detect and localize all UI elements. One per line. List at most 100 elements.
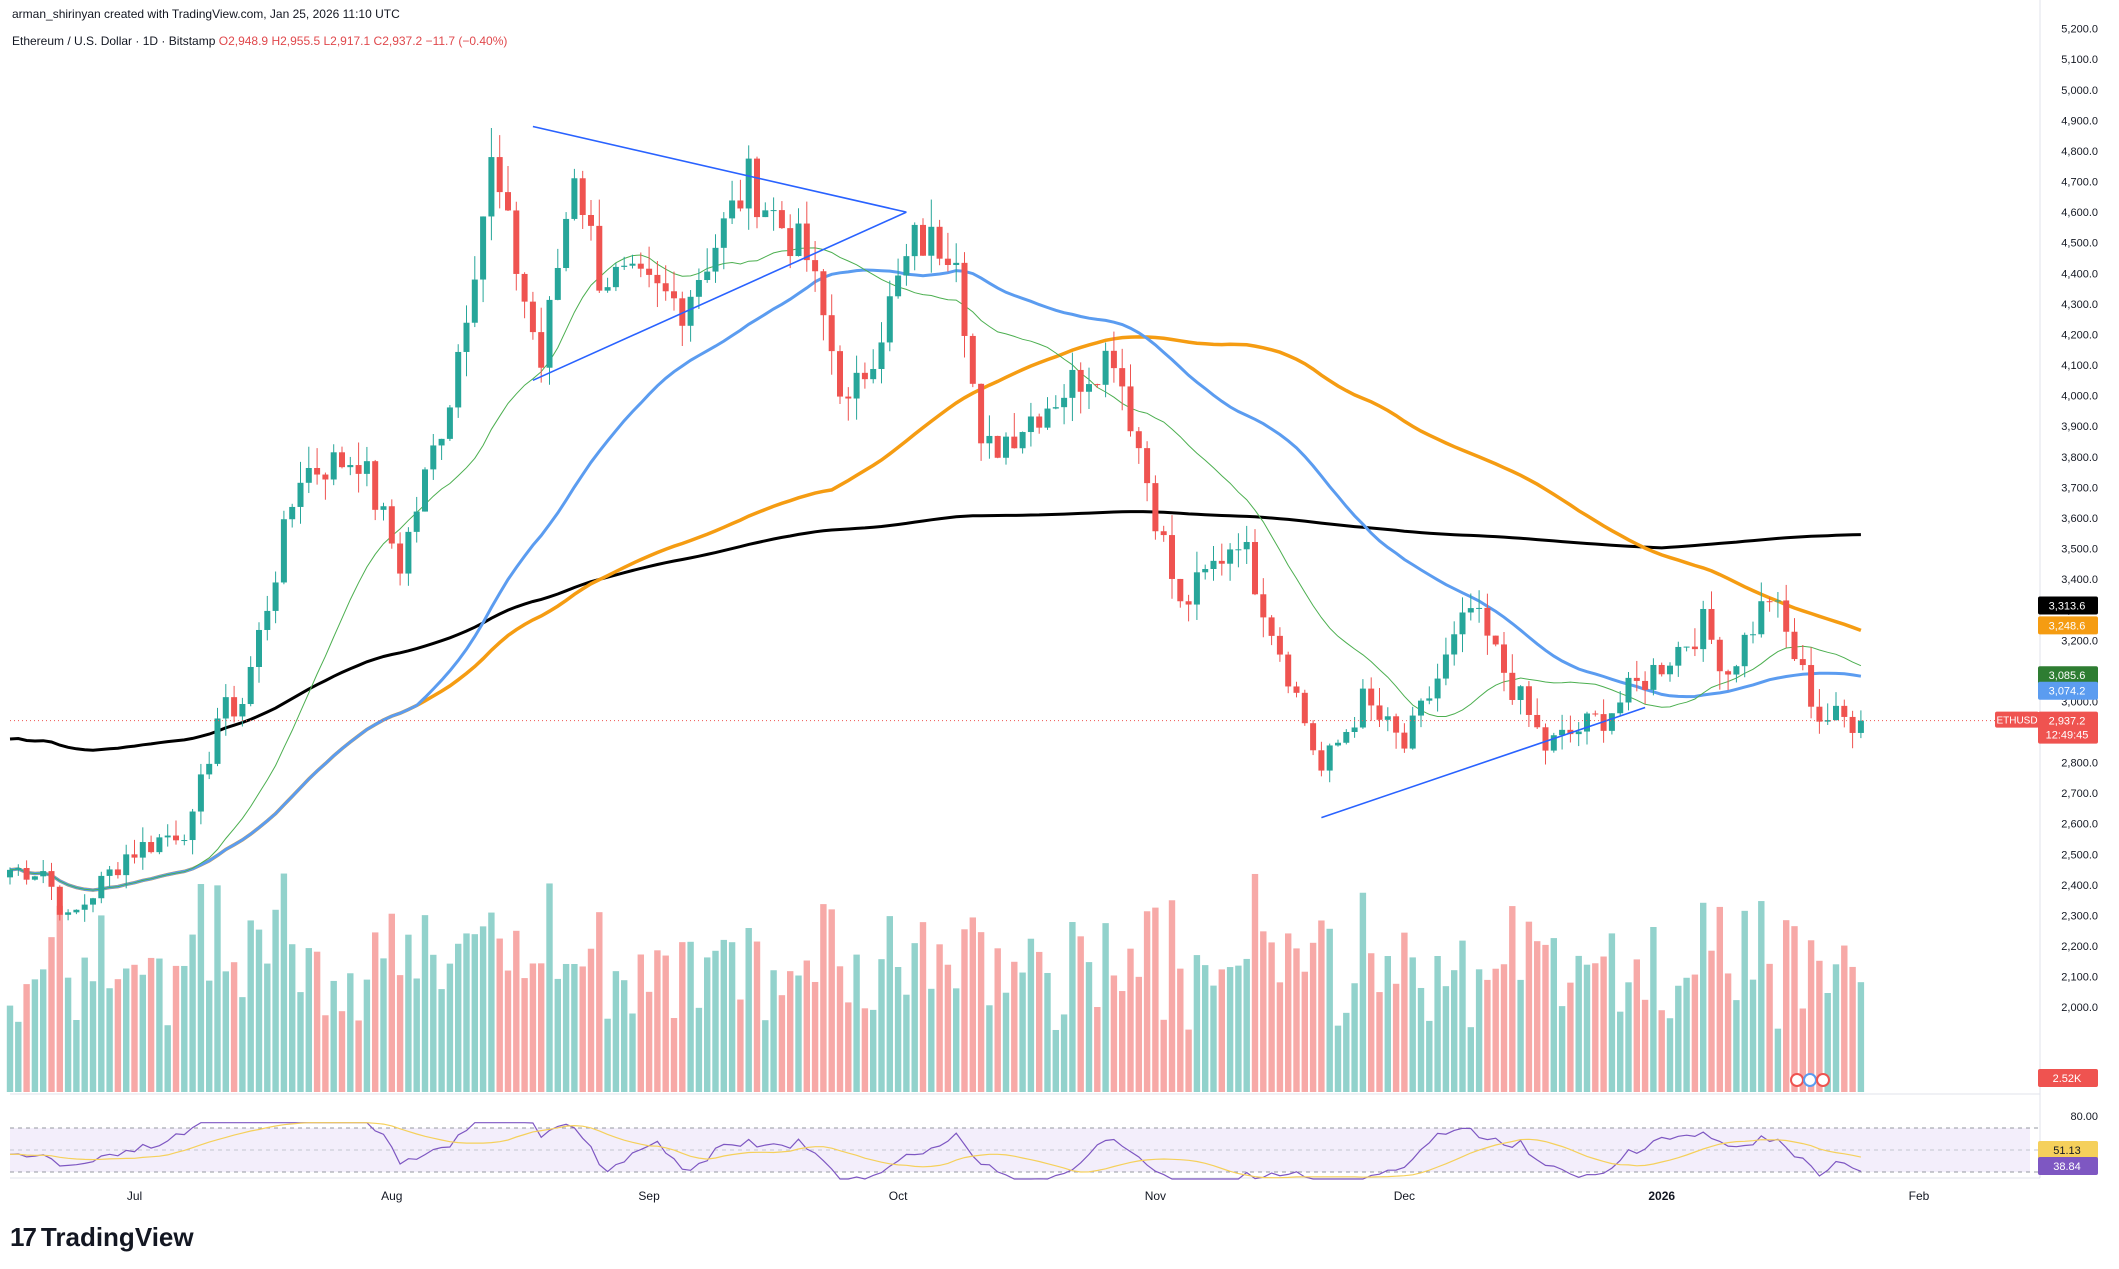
volume-bar	[98, 915, 105, 1092]
candle-body	[40, 871, 47, 877]
volume-bar	[81, 957, 88, 1092]
candle-body	[1102, 350, 1109, 385]
volume-bar	[172, 965, 180, 1092]
candle-body	[164, 835, 171, 838]
candle-body	[903, 256, 910, 276]
price-tick-label: 3,800.0	[2061, 452, 2098, 464]
price-tick-label: 5,100.0	[2061, 54, 2098, 66]
volume-bar	[297, 992, 304, 1092]
rsi-ma-axis-label-bg	[2038, 1141, 2098, 1159]
ma-orange-axis-label-bg	[2038, 616, 2098, 635]
candle-body	[455, 351, 462, 408]
volume-bar	[23, 984, 30, 1092]
price-tick-label: 4,800.0	[2061, 146, 2098, 158]
candle-body	[546, 299, 553, 368]
volume-bar	[1592, 963, 1599, 1092]
volume-bar	[645, 991, 653, 1092]
candle-body	[1733, 666, 1740, 675]
candle-body	[81, 904, 88, 910]
trendline	[1321, 706, 1646, 819]
candle-body	[861, 372, 868, 380]
volume-bar	[1036, 951, 1043, 1092]
candle-body	[1617, 702, 1624, 714]
tradingview-logo[interactable]: 17 TradingView	[10, 1222, 194, 1253]
candle-body	[646, 268, 653, 275]
volume-bar	[977, 932, 985, 1092]
candle-body	[679, 298, 686, 326]
candle-body	[978, 383, 985, 444]
volume-bar	[206, 980, 213, 1092]
price-tick-label: 4,600.0	[2061, 207, 2098, 219]
ma-20-line	[9, 247, 1862, 891]
candle-body	[1252, 541, 1258, 595]
candle-body	[397, 543, 404, 574]
symbol-tag-bg	[1995, 711, 2039, 728]
candle-body	[1559, 729, 1566, 736]
volume-bar	[919, 922, 927, 1092]
candle-body	[1833, 705, 1839, 721]
candle-body	[463, 322, 470, 352]
ma-blue-axis-label-bg	[2038, 681, 2098, 700]
volume-axis-label-text: 2.52K	[2053, 1073, 2082, 1085]
volume-bar	[1484, 979, 1491, 1092]
price-tick-label: 3,200.0	[2061, 635, 2098, 647]
candle-body	[695, 280, 702, 297]
candle-body	[1384, 716, 1391, 720]
candle-body	[1808, 665, 1815, 707]
candle-body	[139, 842, 146, 858]
volume-bar	[1376, 992, 1383, 1092]
ma-orange-axis-label: 3,248.6	[2038, 616, 2098, 635]
volume-bar	[587, 948, 595, 1092]
price-tick-label: 3,900.0	[2061, 421, 2098, 433]
rsi-pane: 80.00	[9, 1111, 2098, 1180]
candle-body	[1086, 384, 1092, 392]
ma-200-line	[9, 510, 1861, 752]
price-tick-label: 4,100.0	[2061, 360, 2098, 372]
candle-body	[380, 506, 387, 510]
volume-bar	[1110, 975, 1118, 1092]
event-flag-icon	[1816, 1073, 1830, 1087]
candle-body	[1135, 431, 1142, 449]
candle-body	[803, 223, 810, 261]
volume-bar	[1617, 1011, 1624, 1092]
volume-bar	[305, 948, 312, 1092]
volume-bar	[73, 1019, 80, 1092]
volume-bar	[1525, 921, 1533, 1092]
volume-bar	[1002, 992, 1010, 1092]
candle-body	[1335, 742, 1341, 746]
ma-black-axis-label-text: 3,313.6	[2049, 601, 2086, 613]
volume-bar	[1085, 962, 1093, 1092]
candle-body	[355, 465, 362, 474]
candle-body	[388, 506, 395, 544]
volume-bar	[438, 989, 445, 1092]
candle-body	[1310, 723, 1317, 751]
volume-bar	[347, 973, 354, 1092]
candle-body	[1152, 483, 1159, 532]
candle-body	[1177, 578, 1184, 602]
volume-bar	[1550, 938, 1557, 1092]
volume-bar	[1052, 1029, 1059, 1092]
candle-body	[1351, 727, 1358, 732]
volume-bar	[662, 955, 669, 1092]
volume-bar	[679, 942, 686, 1092]
candle-body	[1036, 416, 1043, 428]
candle-body	[422, 469, 428, 512]
volume-bar	[1542, 944, 1549, 1092]
candle-body	[1758, 601, 1765, 635]
volume-bar	[114, 979, 122, 1092]
candle-body	[488, 157, 495, 217]
candle-body	[1750, 634, 1756, 636]
volume-bar	[313, 951, 321, 1092]
candle-body	[372, 461, 379, 510]
candle-body	[596, 225, 603, 291]
volume-bar	[795, 975, 802, 1092]
volume-bar	[886, 916, 893, 1092]
volume-bar	[612, 971, 620, 1092]
volume-bar	[1268, 942, 1275, 1092]
volume-bar	[1293, 948, 1300, 1092]
symbol-title: Ethereum / U.S. Dollar · 1D · Bitstamp	[12, 34, 216, 48]
ma-green-axis-label-bg	[2038, 666, 2098, 685]
candle-body	[1144, 448, 1151, 484]
candle-body	[438, 438, 445, 446]
